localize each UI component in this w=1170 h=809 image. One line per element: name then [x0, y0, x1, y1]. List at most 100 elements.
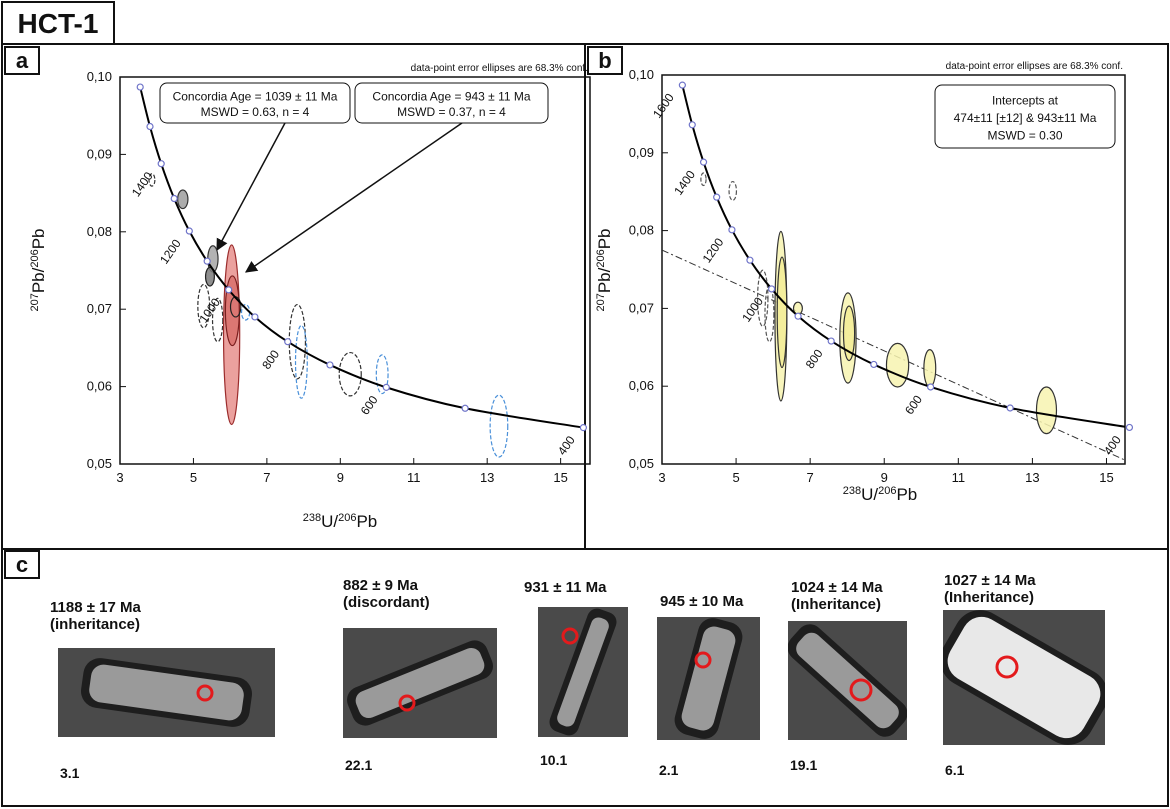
concordia-age-label: 1200: [700, 235, 727, 265]
plot-data: [139, 86, 584, 458]
axis-label-part: Pb/: [595, 267, 614, 293]
annotation-box: [934, 84, 1116, 149]
y-tick-label: 0,10: [629, 67, 654, 82]
x-tick-label: 11: [407, 470, 421, 485]
y-tick-label: 0,09: [87, 146, 112, 161]
error-ellipse: [776, 256, 788, 369]
axis-label-part: U/: [321, 512, 338, 531]
concordia-point: [678, 81, 686, 89]
crystal-core: [355, 647, 485, 719]
zircon-note: (discordant): [343, 594, 430, 611]
concordia-point: [326, 361, 334, 369]
x-tick-label: 7: [807, 470, 814, 485]
x-tick-label: 7: [263, 470, 270, 485]
error-ellipse: [148, 173, 156, 187]
concordia-point: [146, 122, 154, 131]
zircon-age: 1188 ± 17 Ma: [50, 599, 141, 616]
concordia-point: [461, 404, 469, 412]
y-tick-label: 0,08: [87, 224, 112, 239]
spot-label: 2.1: [659, 762, 679, 778]
y-tick-label: 0,10: [87, 69, 112, 84]
error-ellipse: [756, 269, 769, 327]
zircon-image: [343, 628, 497, 738]
annotation-text: MSWD = 0.63, n = 4: [201, 105, 310, 119]
concordia-point: [794, 312, 802, 320]
concordia-point: [699, 158, 708, 166]
concordia-point: [251, 313, 259, 321]
crystal-core: [947, 616, 1101, 739]
spot-label: 19.1: [790, 757, 817, 773]
concordia-age-label: 1600: [650, 91, 677, 121]
x-tick-label: 13: [480, 470, 494, 485]
concordia-point: [284, 338, 292, 346]
zircon-image: [788, 621, 907, 740]
axis-label: 207Pb/206Pb: [29, 228, 48, 311]
axis-label-part: Pb: [595, 228, 614, 249]
axis-label-part: 207: [29, 293, 41, 311]
analysis-spot: [995, 655, 1019, 679]
zircon-age: 882 ± 9 Ma: [343, 577, 419, 594]
error-ellipse: [177, 189, 189, 210]
concordia-point: [870, 360, 878, 369]
arrow: [245, 122, 463, 273]
y-tick-label: 0,09: [629, 145, 654, 160]
error-ellipse: [224, 275, 240, 347]
concordia-point: [688, 121, 696, 129]
annotation-text: MSWD = 0.37, n = 4: [397, 105, 506, 119]
plot-frame: [119, 76, 591, 465]
zircon-item: 1188 ± 17 Ma(inheritance) 3.1: [50, 599, 275, 781]
axis-label-part: 238: [843, 485, 861, 497]
analysis-spot: [694, 651, 712, 669]
panel-label: c: [16, 552, 28, 577]
annotation-text: 474±11 [±12] & 943±11 Ma: [954, 111, 1097, 125]
concordia-point: [579, 424, 587, 432]
concordia-point: [1125, 423, 1134, 432]
x-tick-label: 3: [116, 470, 123, 485]
concordia-point: [746, 256, 754, 264]
axis-label: 207Pb/206Pb: [595, 228, 614, 311]
axis-label-part: 206: [878, 485, 896, 497]
crystal-core: [681, 626, 736, 731]
error-ellipse: [204, 266, 215, 287]
axis-label-part: 206: [29, 249, 41, 267]
annotation-box: [159, 82, 351, 124]
y-tick-label: 0,05: [87, 456, 112, 471]
concordia-age-label: 1400: [671, 168, 698, 198]
y-tick-label: 0,06: [87, 379, 112, 394]
zircon-item: 945 ± 10 Ma 2.1: [657, 593, 760, 778]
error-ellipse: [764, 285, 775, 343]
analysis-spot: [196, 684, 214, 702]
concordia-point: [382, 383, 390, 391]
error-ellipse: [211, 297, 224, 343]
spot-label: 10.1: [540, 752, 567, 768]
concordia-point: [1006, 404, 1014, 412]
concordia-point: [713, 193, 721, 201]
concordia-point: [136, 83, 144, 91]
error-ellipse: [338, 351, 362, 397]
x-tick-label: 5: [732, 470, 739, 485]
zircon-age: 931 ± 11 Ma: [524, 579, 607, 596]
concordia-age-label: 600: [902, 392, 925, 417]
y-tick-label: 0,05: [629, 456, 654, 471]
concordia-curve: [139, 86, 584, 429]
concordia-age-label: 600: [358, 393, 381, 418]
crystal-core: [89, 664, 244, 721]
header-title: HCT-1: [18, 8, 99, 39]
concordia-point: [827, 337, 835, 345]
zircon-item: 1027 ± 14 Ma(Inheritance) 6.1: [943, 572, 1105, 778]
zircon-note: (Inheritance): [944, 589, 1034, 606]
analysis-spot: [849, 678, 873, 702]
axis-label-part: 207: [595, 293, 607, 311]
axis-label-part: Pb: [29, 228, 48, 249]
analysis-spot: [398, 694, 416, 712]
axis-label-part: U/: [861, 485, 878, 504]
concordia-age-label: 800: [259, 347, 282, 372]
error-ellipse: [728, 180, 738, 201]
concordia-point: [225, 286, 233, 294]
zircon-age: 1024 ± 14 Ma: [791, 579, 883, 596]
spot-label: 22.1: [345, 757, 372, 773]
zircon-item: 1024 ± 14 Ma(Inheritance) 19.1: [788, 579, 907, 773]
crystal-core: [557, 617, 609, 727]
error-ellipse: [294, 324, 308, 399]
x-tick-label: 11: [952, 470, 966, 485]
